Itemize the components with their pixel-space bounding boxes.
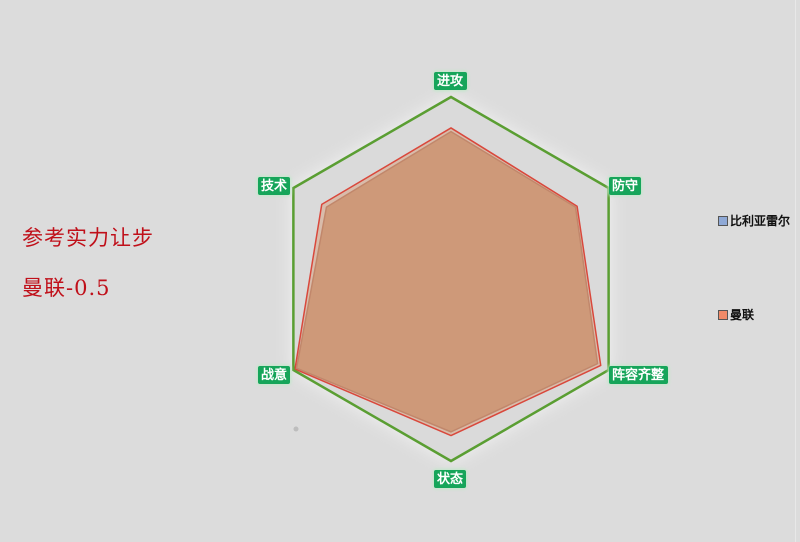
indicator-label-bg [257,366,290,384]
legend-swatch [718,215,728,226]
indicator-label: 阵容齐整 [612,367,665,383]
right-border [795,0,796,542]
indicator-label-bg [433,470,467,488]
legend-label: 比利亚雷尔 [730,214,791,228]
stray-dot [293,426,299,432]
reference-handicap-title: 参考实力让步 [22,226,154,250]
series-area-1 [294,127,602,437]
legend-swatch [718,309,728,320]
indicator-label-bg [433,72,467,90]
legend-item-man-utd[interactable]: 曼联 [718,306,754,323]
legend-label: 曼联 [730,308,755,322]
legend-item-villarreal[interactable]: 比利亚雷尔 [718,212,790,229]
handicap-value: 曼联-0.5 [22,276,111,300]
series-area-0 [295,130,599,433]
indicator-label: 进攻 [437,73,464,89]
indicator-label: 状态 [437,471,463,487]
indicator-label-bg [609,177,642,195]
indicator-label-bg [257,177,290,195]
indicator-label: 防守 [612,178,638,194]
indicator-label: 技术 [261,178,287,194]
indicator-label: 战意 [261,367,287,383]
indicator-label-bg [609,366,669,384]
